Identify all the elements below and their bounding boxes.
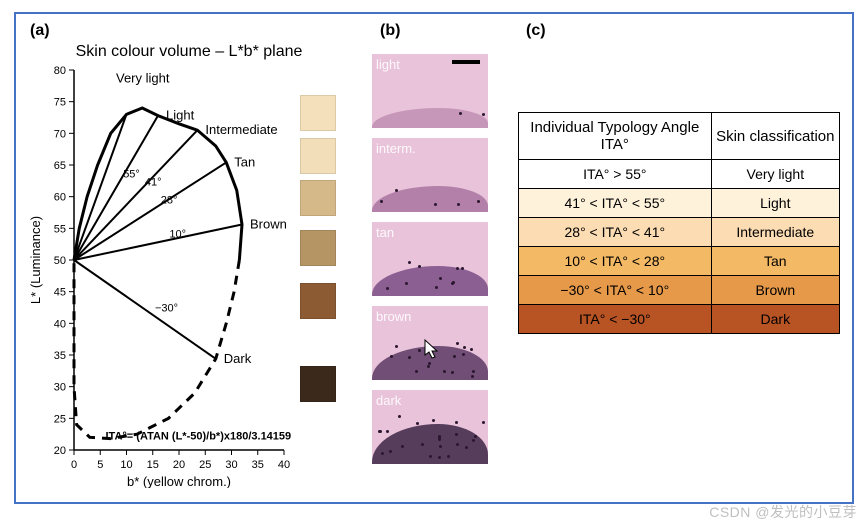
panel-label-b: (b) xyxy=(380,22,400,40)
table-cell: ITA° < −30° xyxy=(519,305,712,334)
histology-label: interm. xyxy=(376,141,416,156)
svg-text:40: 40 xyxy=(278,459,290,471)
svg-text:10: 10 xyxy=(120,459,132,471)
svg-text:25: 25 xyxy=(54,413,66,425)
skin-swatch xyxy=(300,283,336,319)
svg-text:25: 25 xyxy=(199,459,211,471)
ita-classification-table: Individual Typology Angle ITA° Skin clas… xyxy=(518,112,840,334)
svg-text:15: 15 xyxy=(147,459,159,471)
table-cell: Intermediate xyxy=(711,218,839,247)
svg-text:80: 80 xyxy=(54,65,66,77)
table-cell: −30° < ITA° < 10° xyxy=(519,276,712,305)
skin-swatch xyxy=(300,230,336,266)
table-cell: Brown xyxy=(711,276,839,305)
svg-text:28°: 28° xyxy=(161,194,178,206)
svg-text:65: 65 xyxy=(54,160,66,172)
skin-swatch xyxy=(300,95,336,131)
svg-text:45: 45 xyxy=(54,287,66,299)
svg-text:20: 20 xyxy=(54,445,66,457)
svg-text:Tan: Tan xyxy=(234,154,255,169)
table-cell: Tan xyxy=(711,247,839,276)
svg-text:30: 30 xyxy=(54,382,66,394)
table-cell: Dark xyxy=(711,305,839,334)
svg-text:Very light: Very light xyxy=(116,71,170,86)
table-row: ITA° > 55°Very light xyxy=(519,160,840,189)
panel-b-histology: light interm. tan brown dark xyxy=(372,54,502,490)
svg-text:0: 0 xyxy=(71,459,77,471)
histology-tile: dark xyxy=(372,390,488,464)
table-cell: Very light xyxy=(711,160,839,189)
table-row: 28° < ITA° < 41°Intermediate xyxy=(519,218,840,247)
svg-text:−30°: −30° xyxy=(155,302,178,314)
table-row: ITA° < −30°Dark xyxy=(519,305,840,334)
svg-text:55: 55 xyxy=(54,223,66,235)
svg-text:41°: 41° xyxy=(145,177,162,189)
panel-label-a: (a) xyxy=(30,22,50,40)
svg-text:Skin colour volume – L*b* plan: Skin colour volume – L*b* plane xyxy=(76,43,303,60)
panel-c-table: Individual Typology Angle ITA° Skin clas… xyxy=(518,112,840,334)
svg-text:Intermediate: Intermediate xyxy=(205,122,277,137)
cursor-icon xyxy=(425,340,441,360)
svg-text:20: 20 xyxy=(173,459,185,471)
table-cell: ITA° > 55° xyxy=(519,160,712,189)
table-cell: 28° < ITA° < 41° xyxy=(519,218,712,247)
svg-text:35: 35 xyxy=(252,459,264,471)
svg-text:30: 30 xyxy=(225,459,237,471)
skin-swatch xyxy=(300,138,336,174)
table-cell: 41° < ITA° < 55° xyxy=(519,189,712,218)
table-cell: 10° < ITA° < 28° xyxy=(519,247,712,276)
svg-text:Light: Light xyxy=(166,108,195,123)
histology-tile: interm. xyxy=(372,138,488,212)
svg-text:ITA°= (ATAN (L*-50)/b*)x180/3.: ITA°= (ATAN (L*-50)/b*)x180/3.14159 xyxy=(106,430,292,442)
skin-swatch xyxy=(300,180,336,216)
skin-swatch xyxy=(300,366,336,402)
svg-text:Dark: Dark xyxy=(224,351,252,366)
svg-text:35: 35 xyxy=(54,350,66,362)
svg-text:Brown: Brown xyxy=(250,217,287,232)
table-row: 10° < ITA° < 28°Tan xyxy=(519,247,840,276)
table-row: 41° < ITA° < 55°Light xyxy=(519,189,840,218)
histology-label: light xyxy=(376,57,400,72)
table-cell: Light xyxy=(711,189,839,218)
svg-text:60: 60 xyxy=(54,192,66,204)
table-row: −30° < ITA° < 10°Brown xyxy=(519,276,840,305)
svg-text:75: 75 xyxy=(54,97,66,109)
histology-label: brown xyxy=(376,309,411,324)
svg-text:40: 40 xyxy=(54,318,66,330)
table-header-row: Individual Typology Angle ITA° Skin clas… xyxy=(519,113,840,160)
table-header-ita: Individual Typology Angle ITA° xyxy=(519,113,712,160)
panel-label-c: (c) xyxy=(526,22,546,40)
histology-tile: light xyxy=(372,54,488,128)
histology-label: dark xyxy=(376,393,401,408)
table-header-class: Skin classification xyxy=(711,113,839,160)
svg-text:5: 5 xyxy=(97,459,103,471)
svg-text:L* (Luminance): L* (Luminance) xyxy=(28,216,43,304)
svg-text:b* (yellow chrom.): b* (yellow chrom.) xyxy=(127,474,231,488)
svg-text:70: 70 xyxy=(54,128,66,140)
svg-text:50: 50 xyxy=(54,255,66,267)
svg-text:10°: 10° xyxy=(169,228,186,240)
watermark: CSDN @发光的小豆芽 xyxy=(709,502,857,522)
histology-label: tan xyxy=(376,225,394,240)
scale-bar xyxy=(452,60,480,64)
histology-tile: tan xyxy=(372,222,488,296)
panel-a: Skin colour volume – L*b* plane 20 25 30 35 4… xyxy=(26,40,366,488)
svg-text:55°: 55° xyxy=(123,169,140,181)
